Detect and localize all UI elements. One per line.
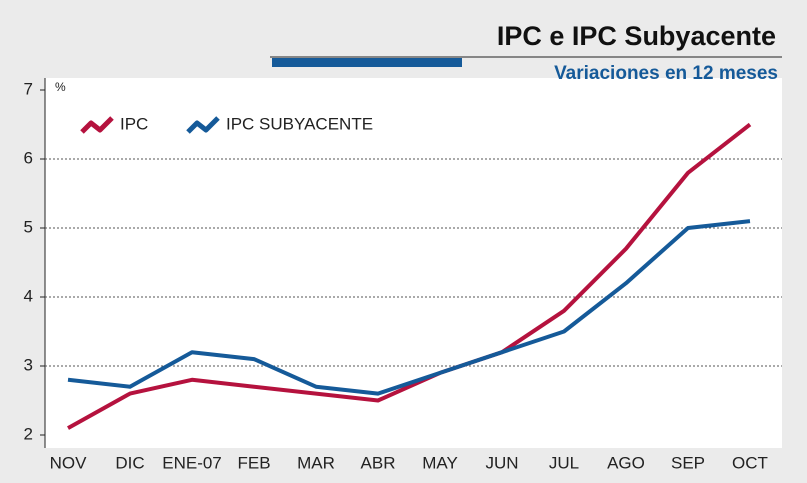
x-tick-label: SEP xyxy=(671,453,705,472)
x-tick-label: AGO xyxy=(607,453,645,472)
x-tick-label: JUN xyxy=(485,453,518,472)
y-tick-label: 2 xyxy=(24,424,33,443)
legend-label: IPC SUBYACENTE xyxy=(226,114,373,133)
legend-swatch xyxy=(80,116,114,134)
x-tick-label: NOV xyxy=(50,453,88,472)
x-tick-label: MAY xyxy=(422,453,458,472)
y-tick-label: 7 xyxy=(24,79,33,98)
x-tick-label: ENE-07 xyxy=(162,453,222,472)
y-tick-label: 3 xyxy=(24,355,33,374)
series-line xyxy=(67,219,751,396)
title-bar xyxy=(272,58,462,67)
x-tick-label: ABR xyxy=(361,453,396,472)
y-tick-label: 4 xyxy=(24,286,33,305)
legend-label: IPC xyxy=(120,114,148,133)
legend-swatch xyxy=(186,116,220,134)
plot-area xyxy=(45,78,782,448)
x-tick-label: FEB xyxy=(237,453,270,472)
y-tick-label: 6 xyxy=(24,148,33,167)
x-tick-label: DIC xyxy=(115,453,144,472)
x-tick-label: MAR xyxy=(297,453,335,472)
y-axis-label: % xyxy=(55,80,66,94)
series-line xyxy=(67,122,752,430)
x-tick-label: OCT xyxy=(732,453,768,472)
chart-title: IPC e IPC Subyacente xyxy=(497,21,776,51)
y-tick-label: 5 xyxy=(24,217,33,236)
chart-subtitle: Variaciones en 12 meses xyxy=(554,63,778,84)
x-tick-label: JUL xyxy=(549,453,579,472)
